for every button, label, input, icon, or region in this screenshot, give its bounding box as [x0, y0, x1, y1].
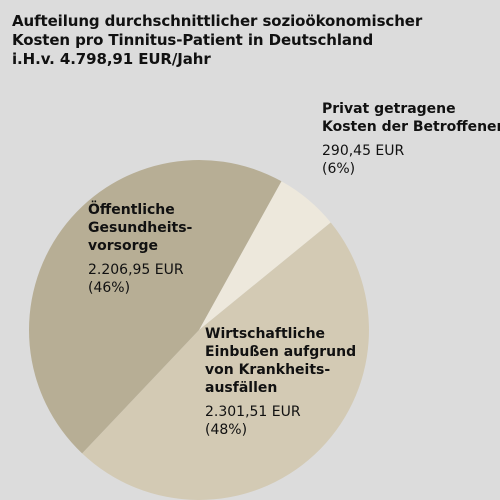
pie-slice-wirtschaftlich — [82, 222, 369, 500]
slice-label-wirtschaftlich: Wirtschaftliche Einbußen aufgrund von Kr… — [205, 325, 356, 439]
slice-name-oeffentlich-line-1: Öffentliche — [88, 202, 175, 218]
slice-name-oeffentlich-line-2: Gesundheits- — [88, 220, 193, 236]
slice-name-oeffentlich-line-3: vorsorge — [88, 238, 159, 254]
slice-label-oeffentlich: Öffentliche Gesundheits- vorsorge 2.206,… — [88, 201, 192, 297]
chart-title: Aufteilung durchschnittlicher sozioökono… — [12, 12, 482, 69]
slice-percent-wirtschaftlich: (48%) — [205, 422, 248, 438]
slice-percent-privat: (6%) — [322, 161, 356, 177]
pie-slices — [29, 159, 369, 500]
slice-value-privat: 290,45 EUR — [322, 143, 405, 159]
slice-percent-oeffentlich: (46%) — [88, 280, 131, 296]
pie-slice-privat — [199, 181, 331, 330]
slice-label-privat: Privat getragene Kosten der Betroffenen … — [322, 100, 500, 178]
slice-name-privat-line-2: Kosten der Betroffenen — [322, 119, 500, 135]
slice-name-wirtschaftlich-line-4: ausfällen — [205, 380, 278, 396]
slice-name-wirtschaftlich-line-1: Wirtschaftliche — [205, 326, 326, 342]
pie-slice-oeffentlich — [29, 159, 282, 454]
chart-title-line-3: i.H.v. 4.798,91 EUR/Jahr — [12, 50, 211, 68]
chart-title-line-1: Aufteilung durchschnittlicher sozioökono… — [12, 12, 423, 30]
slice-name-privat-line-1: Privat getragene — [322, 101, 456, 117]
slice-name-wirtschaftlich-line-3: von Krankheits- — [205, 362, 331, 378]
slice-value-wirtschaftlich: 2.301,51 EUR — [205, 404, 301, 420]
slice-name-wirtschaftlich-line-2: Einbußen aufgrund — [205, 344, 357, 360]
chart-title-line-2: Kosten pro Tinnitus-Patient in Deutschla… — [12, 31, 374, 49]
slice-value-oeffentlich: 2.206,95 EUR — [88, 262, 184, 278]
